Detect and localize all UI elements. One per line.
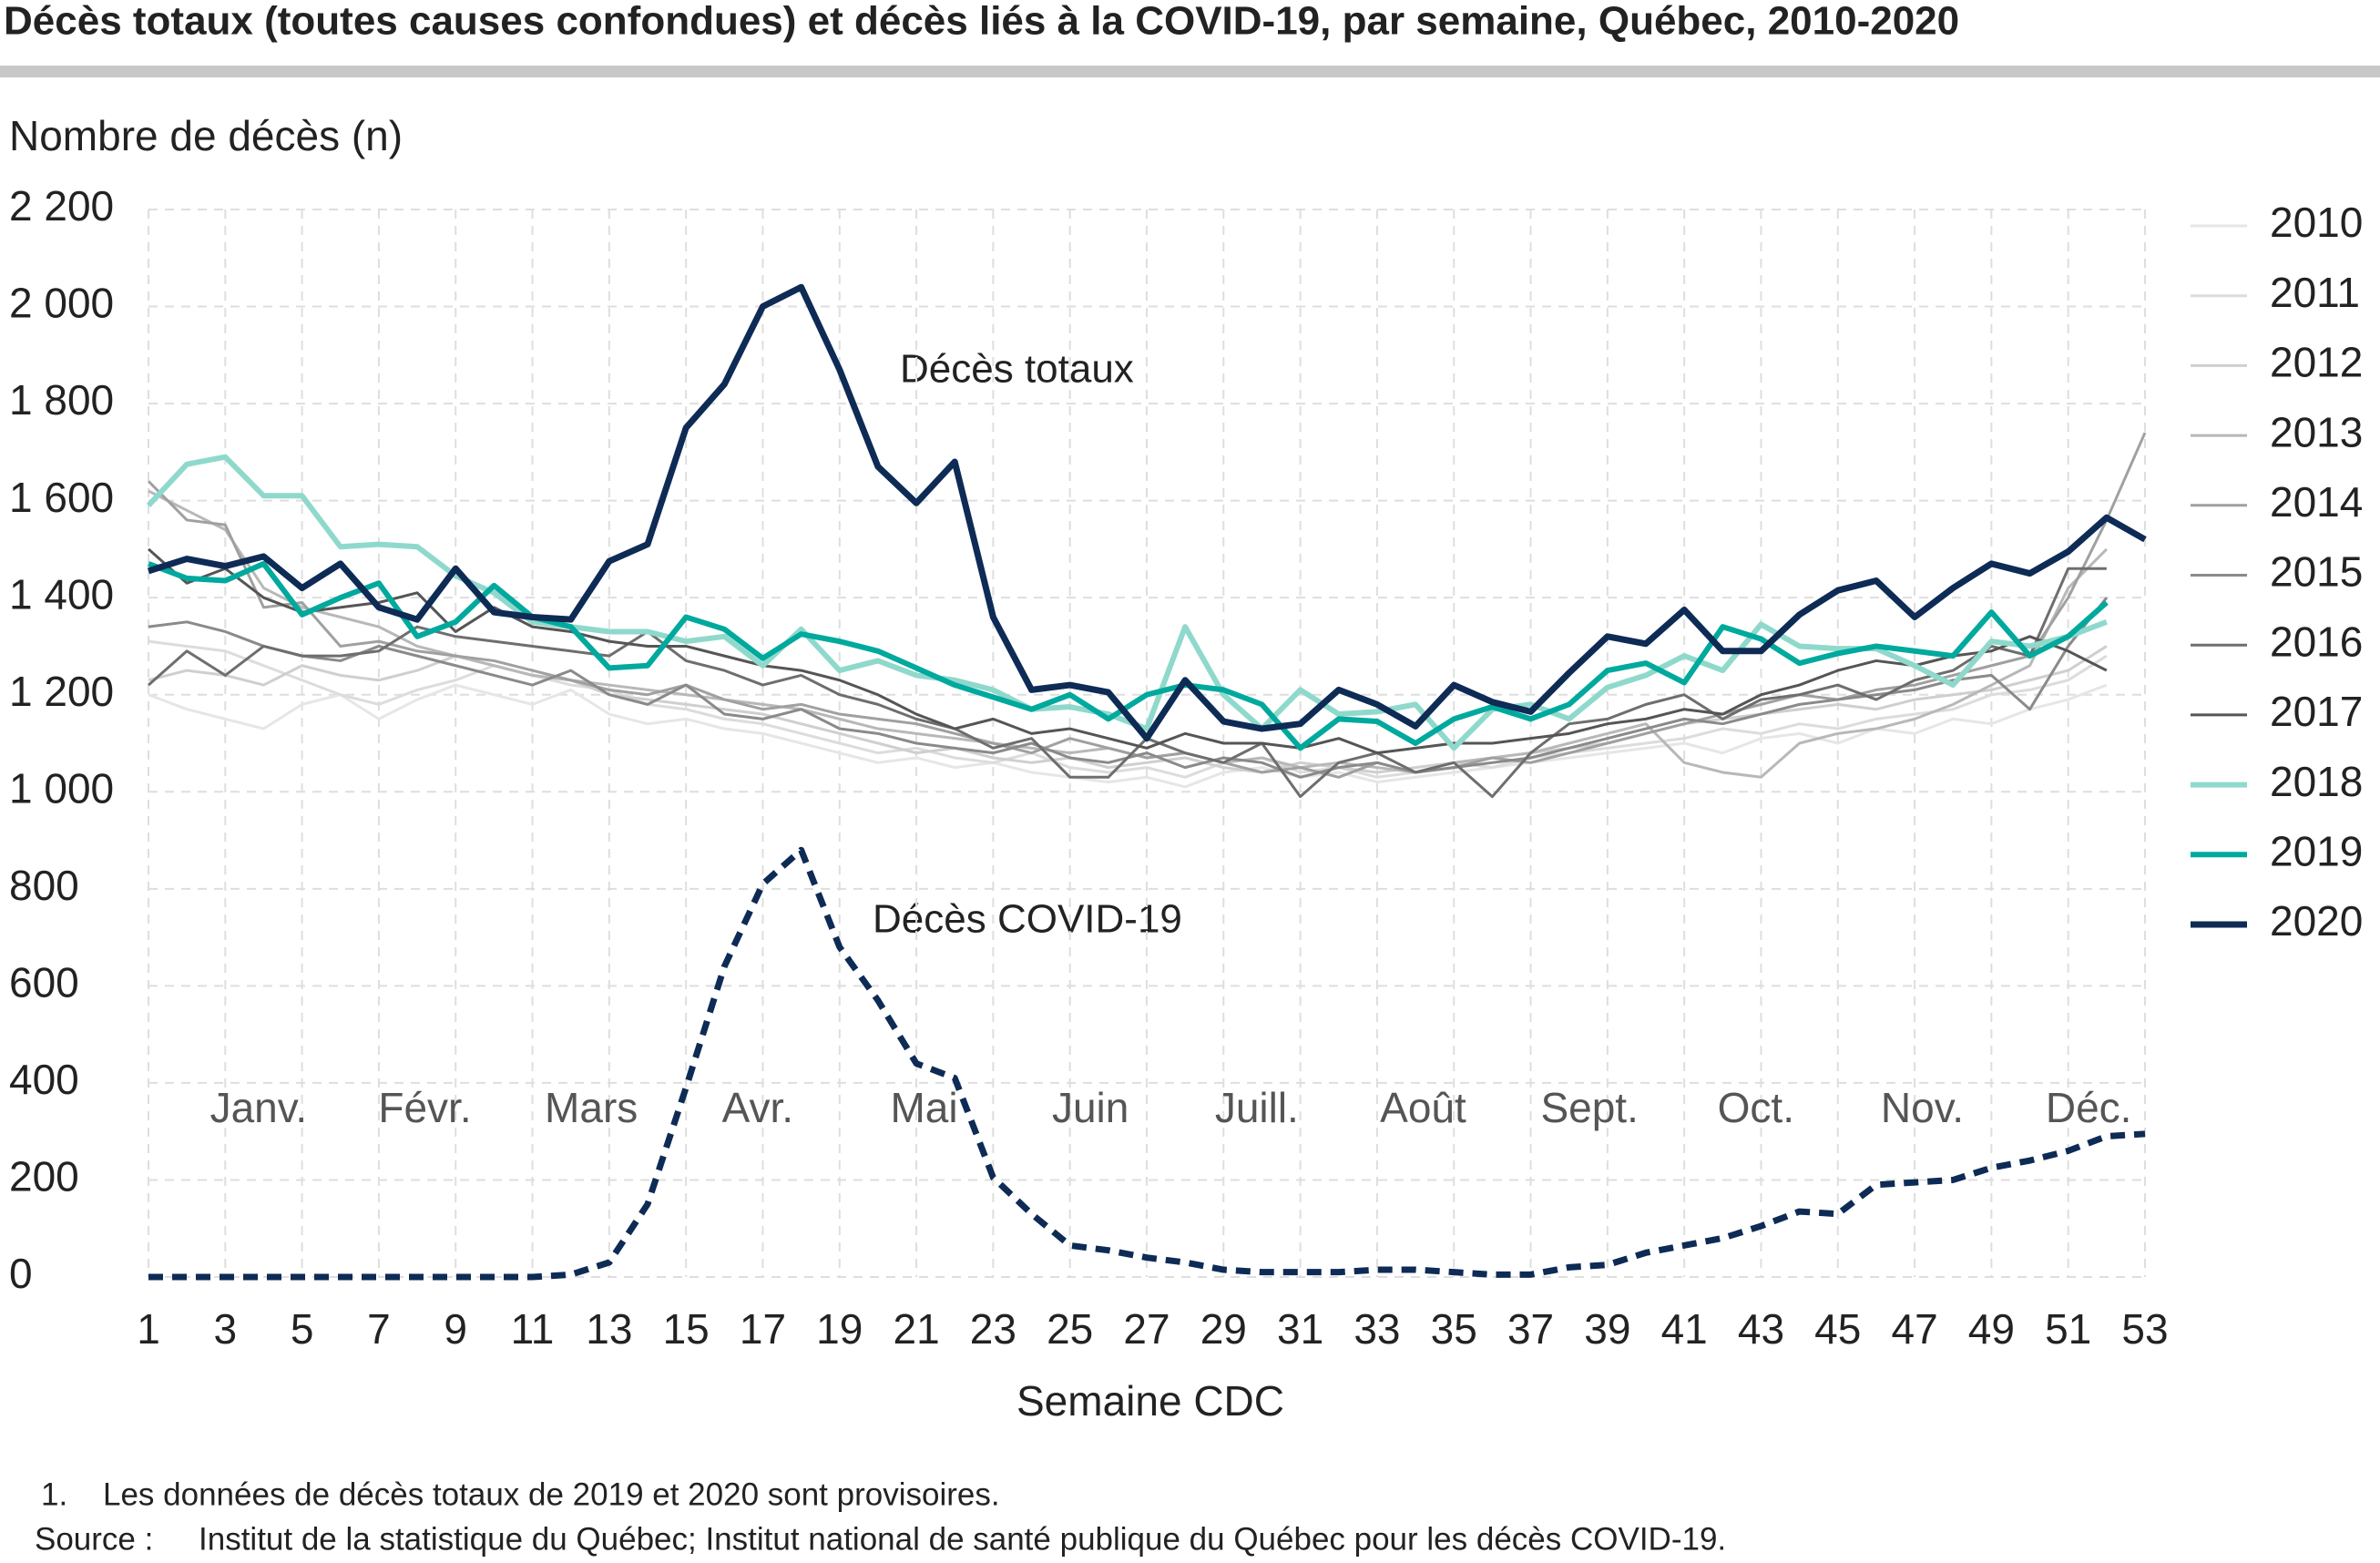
y-tick-label: 1 200 <box>9 668 114 715</box>
x-tick-label: 17 <box>740 1305 786 1353</box>
x-tick-label: 35 <box>1431 1305 1477 1353</box>
x-tick-label: 15 <box>663 1305 710 1353</box>
x-tick-label: 27 <box>1123 1305 1170 1353</box>
legend-label: 2018 <box>2270 758 2363 805</box>
x-tick-label: 33 <box>1353 1305 1400 1353</box>
x-tick-label: 23 <box>970 1305 1016 1353</box>
x-tick-label: 9 <box>444 1305 467 1353</box>
y-axis-label: Nombre de décès (n) <box>9 112 403 159</box>
x-tick-label: 39 <box>1584 1305 1630 1353</box>
legend-label: 2012 <box>2270 339 2363 386</box>
legend-label: 2016 <box>2270 618 2363 665</box>
x-tick-label: 53 <box>2121 1305 2168 1353</box>
y-tick-label: 800 <box>9 862 79 909</box>
chart-title: Décès totaux (toutes causes confondues) … <box>4 0 1959 44</box>
x-tick-label: 43 <box>1738 1305 1784 1353</box>
x-tick-label: 25 <box>1047 1305 1093 1353</box>
x-tick-label: 31 <box>1277 1305 1323 1353</box>
line <box>148 639 2108 779</box>
month-label: Avr. <box>722 1084 793 1131</box>
y-tick-label: 0 <box>9 1250 33 1297</box>
y-tick-label: 1 800 <box>9 376 114 424</box>
legend-label: 2013 <box>2270 408 2363 455</box>
line <box>148 683 2108 789</box>
y-tick-label: 1 000 <box>9 764 114 812</box>
x-tick-label: 47 <box>1891 1305 1937 1353</box>
month-label: Juill. <box>1215 1084 1299 1131</box>
footnote: Les données de décès totaux de 2019 et 2… <box>103 1476 1000 1512</box>
title-rule <box>0 66 2380 77</box>
x-axis-label: Semaine CDC <box>1016 1377 1284 1425</box>
line <box>147 283 2147 742</box>
legend-label: 2014 <box>2270 478 2363 526</box>
line <box>148 567 2107 799</box>
legend-label: 2010 <box>2270 199 2363 246</box>
x-tick-label: 7 <box>367 1305 391 1353</box>
line <box>147 432 2147 779</box>
x-tick-label: 13 <box>586 1305 632 1353</box>
month-label: Sept. <box>1540 1084 1638 1131</box>
line <box>148 547 2108 755</box>
x-tick-label: 5 <box>291 1305 314 1353</box>
legend-label: 2019 <box>2270 827 2363 874</box>
x-tick-label: 3 <box>214 1305 238 1353</box>
legend-label: 2015 <box>2270 548 2363 596</box>
x-tick-label: 19 <box>816 1305 863 1353</box>
x-tick-label: 21 <box>893 1305 939 1353</box>
source-label: Source : <box>35 1521 153 1557</box>
x-tick-label: 41 <box>1661 1305 1708 1353</box>
x-tick-label: 11 <box>511 1305 555 1353</box>
x-tick-label: 29 <box>1200 1305 1247 1353</box>
month-label: Mars <box>545 1084 638 1131</box>
y-tick-label: 400 <box>9 1056 79 1103</box>
dashed-line <box>148 846 2146 1281</box>
month-label: Nov. <box>1881 1084 1964 1131</box>
y-tick-label: 2 200 <box>9 182 114 230</box>
month-label: Août <box>1380 1084 1466 1131</box>
y-tick-label: 1 600 <box>9 474 114 521</box>
y-tick-label: 2 000 <box>9 280 114 327</box>
line <box>147 560 2109 751</box>
legend-label: 2011 <box>2270 269 2360 316</box>
x-tick-label: 51 <box>2045 1305 2091 1353</box>
annotation: Décès COVID-19 <box>873 897 1182 942</box>
y-tick-label: 1 400 <box>9 570 114 618</box>
month-label: Déc. <box>2046 1084 2132 1131</box>
y-tick-label: 600 <box>9 959 79 1006</box>
x-tick-label: 1 <box>137 1305 160 1353</box>
x-tick-label: 49 <box>1968 1305 2015 1353</box>
month-label: Févr. <box>378 1084 471 1131</box>
month-label: Oct. <box>1718 1084 1794 1131</box>
source: Institut de la statistique du Québec; In… <box>199 1521 1726 1557</box>
month-label: Janv. <box>210 1084 308 1131</box>
footnote-marker: 1. <box>41 1476 67 1512</box>
annotation: Décès totaux <box>900 347 1134 392</box>
y-tick-label: 200 <box>9 1153 79 1200</box>
month-label: Juin <box>1052 1084 1129 1131</box>
legend-label: 2017 <box>2270 688 2363 735</box>
legend-label: 2020 <box>2270 897 2363 945</box>
month-label: Mai <box>890 1084 957 1131</box>
x-tick-label: 37 <box>1507 1305 1554 1353</box>
x-tick-label: 45 <box>1814 1305 1861 1353</box>
